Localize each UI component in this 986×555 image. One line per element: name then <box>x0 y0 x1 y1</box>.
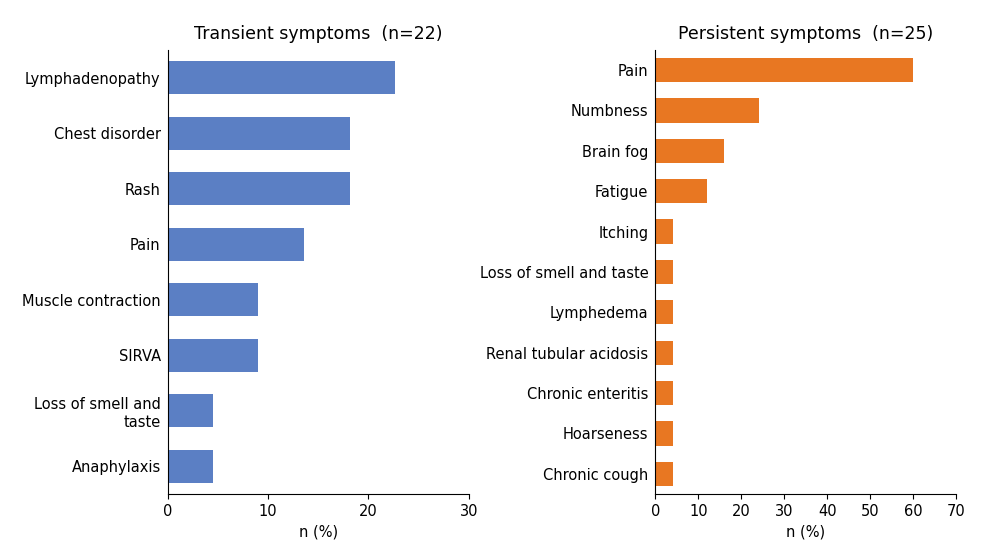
Bar <box>168 450 213 483</box>
X-axis label: n (%): n (%) <box>299 524 338 539</box>
Bar <box>656 58 913 82</box>
Title: Transient symptoms  (n=22): Transient symptoms (n=22) <box>194 25 443 43</box>
Bar <box>168 394 213 427</box>
Bar <box>168 117 350 150</box>
Bar <box>656 98 758 123</box>
Bar <box>656 179 707 203</box>
Bar <box>656 381 672 405</box>
Bar <box>168 283 258 316</box>
X-axis label: n (%): n (%) <box>786 524 825 539</box>
Bar <box>656 139 724 163</box>
Bar <box>656 341 672 365</box>
Bar <box>656 300 672 325</box>
Bar <box>656 219 672 244</box>
Title: Persistent symptoms  (n=25): Persistent symptoms (n=25) <box>678 25 934 43</box>
Bar <box>168 339 258 372</box>
Bar <box>656 260 672 284</box>
Bar <box>168 228 304 261</box>
Bar <box>168 172 350 205</box>
Bar <box>656 421 672 446</box>
Bar <box>168 61 395 94</box>
Bar <box>656 462 672 486</box>
